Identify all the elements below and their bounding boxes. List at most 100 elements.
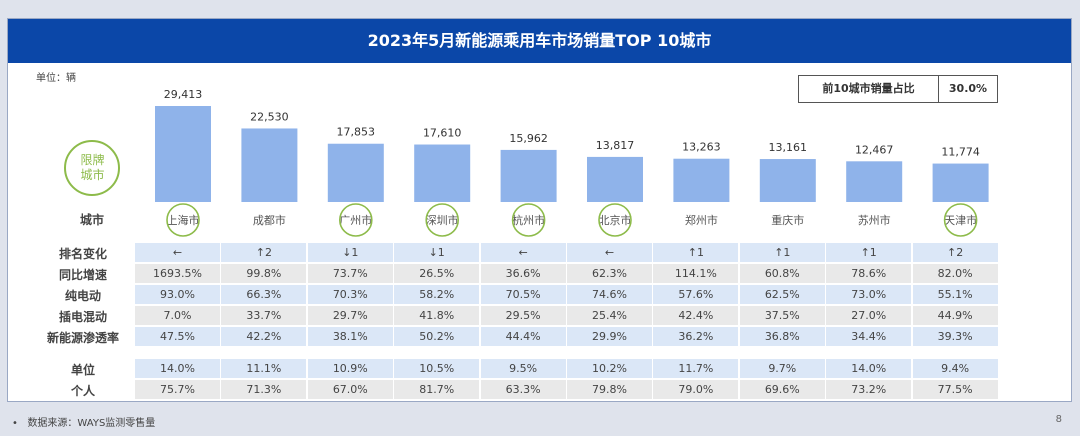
table-cell: ↓1 (394, 243, 480, 262)
table-cell: 36.8% (739, 327, 825, 346)
table-cell: 44.4% (480, 327, 566, 346)
bar (327, 143, 384, 202)
restricted-city-circle (598, 203, 632, 237)
table-cell: 75.7% (135, 380, 220, 399)
table-cell: 77.5% (912, 380, 998, 399)
row-label: 同比增速 (58, 268, 107, 282)
bar-value-label: 12,467 (855, 143, 894, 156)
table-cell: 99.8% (221, 264, 307, 283)
row-label: 插电混动 (58, 310, 107, 324)
bar-value-label: 15,962 (509, 132, 548, 145)
city-label: 北京市 (599, 213, 632, 227)
city-header: 城市 (80, 212, 104, 227)
table-cell: 69.6% (739, 380, 825, 399)
table-cell: 34.4% (826, 327, 912, 346)
bar (932, 163, 989, 202)
table-cell: 78.6% (826, 264, 912, 283)
table-cell: 29.7% (307, 306, 393, 325)
table-cell: 81.7% (394, 380, 480, 399)
table-cell: ↑2 (912, 243, 998, 262)
bar (759, 159, 816, 202)
table-cell: 93.0% (135, 285, 220, 304)
city-label: 郑州市 (685, 213, 718, 227)
table-cell: 58.2% (394, 285, 480, 304)
table-cell: 39.3% (912, 327, 998, 346)
city-label: 上海市 (167, 213, 200, 227)
table-cell: 26.5% (394, 264, 480, 283)
table-cell: 25.4% (567, 306, 652, 325)
restricted-legend-circle (64, 140, 120, 196)
city-label: 天津市 (944, 213, 977, 227)
table-cell: 10.9% (307, 359, 393, 378)
table-cell: ← (135, 243, 220, 262)
bar-value-label: 17,610 (423, 127, 462, 140)
top10-share-box: 前10城市销量占比 30.0% (798, 75, 998, 103)
bar-value-label: 13,161 (769, 141, 808, 154)
bar (155, 106, 211, 202)
table-cell: 70.3% (307, 285, 393, 304)
table-cell: 36.6% (480, 264, 566, 283)
table-cell: ↓1 (307, 243, 393, 262)
table-cell: ↑1 (739, 243, 825, 262)
table-cell: 63.3% (480, 380, 566, 399)
city-label: 杭州市 (512, 213, 545, 227)
table-cell: 37.5% (739, 306, 825, 325)
restricted-city-circle (425, 203, 460, 237)
table-cell: 9.4% (912, 359, 998, 378)
bar-value-label: 22,530 (250, 110, 289, 123)
table-cell: 70.5% (480, 285, 566, 304)
restricted-legend-label: 限牌城市 (80, 153, 105, 182)
table-cell: 10.2% (567, 359, 652, 378)
table-cell: 42.4% (653, 306, 739, 325)
city-label: 广州市 (339, 213, 372, 227)
table-cell: 9.7% (739, 359, 825, 378)
bar (673, 158, 730, 202)
city-label: 成都市 (253, 213, 286, 227)
table-cell: ↑1 (826, 243, 912, 262)
table-cell: 73.2% (826, 380, 912, 399)
table-cell: 57.6% (653, 285, 739, 304)
bar (500, 149, 557, 202)
data-source: • 数据来源：WAYS监测零售量 (12, 418, 156, 429)
restricted-city-circle (338, 203, 373, 237)
bar (414, 144, 471, 202)
table-cell: 36.2% (653, 327, 739, 346)
table-cell: 42.2% (221, 327, 307, 346)
table-cell: 1693.5% (135, 264, 220, 283)
table-cell: 33.7% (221, 306, 307, 325)
table-cell: ↑1 (653, 243, 739, 262)
table-cell: 73.7% (307, 264, 393, 283)
city-label: 苏州市 (858, 213, 891, 227)
bar-value-label: 17,853 (337, 126, 376, 139)
table-cell: 55.1% (912, 285, 998, 304)
city-label: 深圳市 (426, 213, 459, 227)
table-cell: 71.3% (221, 380, 307, 399)
city-label: 重庆市 (771, 213, 804, 227)
share-value: 30.0% (948, 82, 988, 95)
row-label: 单位 (70, 363, 95, 377)
row-label: 新能源渗透率 (46, 331, 119, 345)
share-label: 前10城市销量占比 (799, 76, 939, 102)
table-cell: 11.1% (221, 359, 307, 378)
table-cell: 79.8% (567, 380, 652, 399)
table-cell: 29.5% (480, 306, 566, 325)
unit-label: 单位：辆 (36, 73, 76, 84)
table-cell: 62.5% (739, 285, 825, 304)
bar-value-label: 11,774 (941, 146, 980, 159)
table-cell: 29.9% (567, 327, 652, 346)
table-cell: 41.8% (394, 306, 480, 325)
bar (241, 128, 298, 202)
row-label: 排名变化 (58, 247, 107, 261)
table-cell: 114.1% (653, 264, 739, 283)
row-label: 纯电动 (64, 289, 101, 303)
table-cell: 14.0% (826, 359, 912, 378)
bar (846, 161, 903, 202)
table-cell: 67.0% (307, 380, 393, 399)
table-cell: 82.0% (912, 264, 998, 283)
source-text: 数据来源：WAYS监测零售量 (27, 418, 156, 429)
table-cell: 9.5% (480, 359, 566, 378)
table-cell: 62.3% (567, 264, 652, 283)
bar (587, 156, 643, 202)
table-cell: 60.8% (739, 264, 825, 283)
